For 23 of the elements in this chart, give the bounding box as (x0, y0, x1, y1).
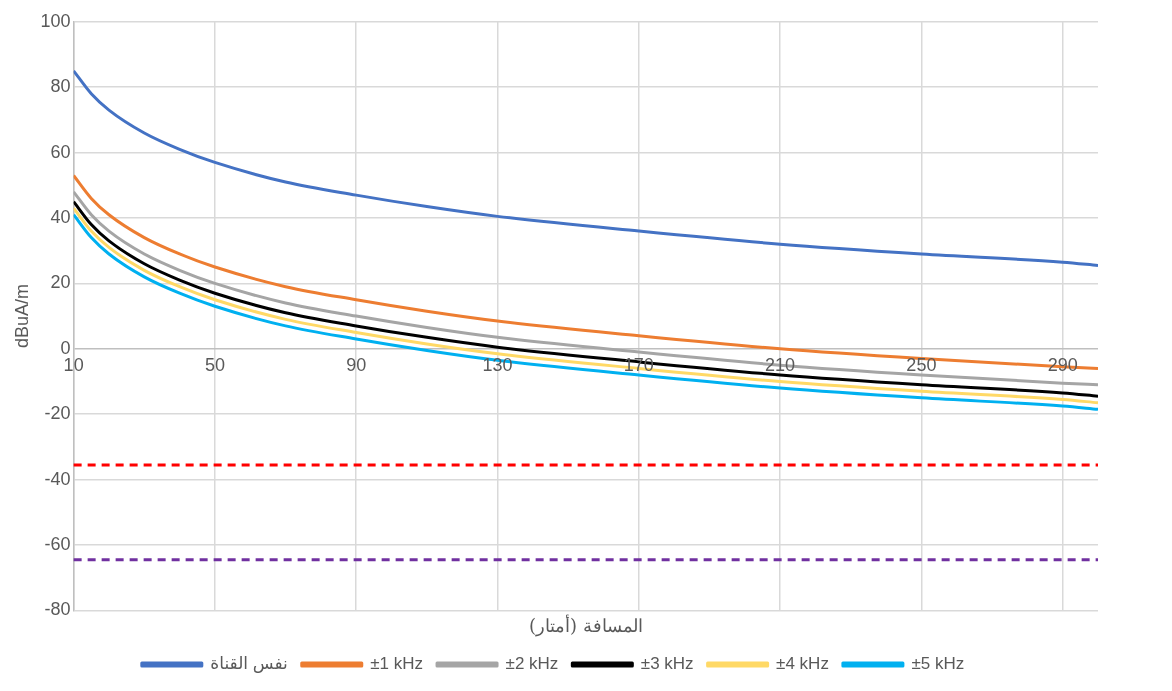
legend-label: ±2 kHz (505, 654, 559, 674)
legend-label: ±1 kHz (370, 654, 424, 674)
x-tick-label: 250 (906, 354, 937, 375)
x-tick-label: 50 (204, 354, 225, 375)
y-axis-title: dBuA/m (11, 284, 32, 349)
line-series (73, 69, 1098, 267)
x-tick-label: 170 (623, 354, 654, 375)
legend-label: ±4 kHz (776, 654, 829, 674)
y-tick-label: -80 (44, 599, 71, 620)
y-tick-label: 60 (50, 141, 71, 162)
x-tick-label: 90 (346, 354, 367, 375)
y-tick-label: -40 (44, 468, 71, 489)
legend-label: ±5 kHz (911, 654, 965, 674)
legend-label: نفس القناة (210, 654, 288, 674)
legend-label: ±3 kHz (640, 654, 694, 674)
y-tick-label: 80 (50, 76, 71, 97)
x-tick-label: 210 (765, 354, 796, 375)
y-tick-label: 20 (50, 272, 71, 293)
y-tick-label: -60 (44, 533, 71, 554)
y-tick-label: 40 (50, 206, 71, 227)
y-tick-label: -20 (44, 403, 71, 424)
y-tick-label: 100 (40, 10, 71, 31)
x-axis-title: المسافة (أمتار) (528, 613, 643, 637)
